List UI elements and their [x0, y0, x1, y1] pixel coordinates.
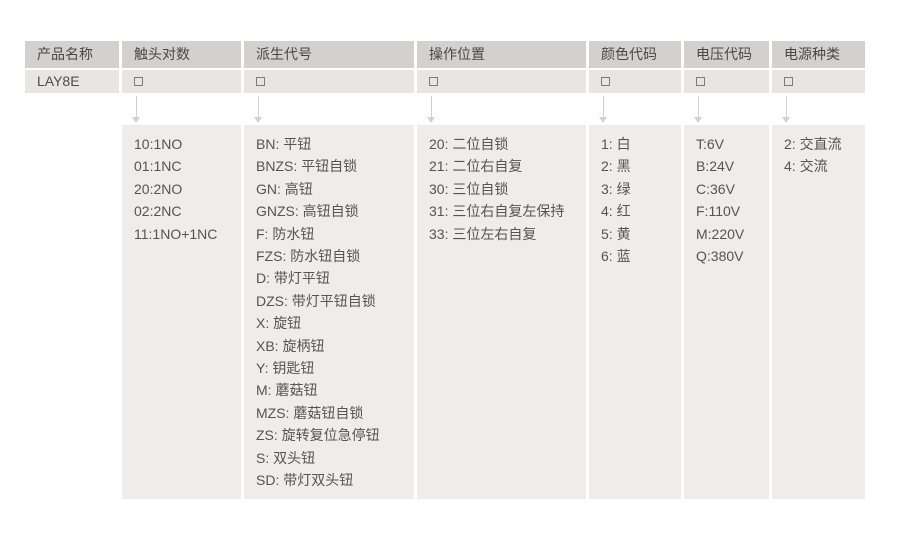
- column-header-operation-position: 操作位置: [417, 41, 586, 68]
- list-item: BN: 平钮: [256, 136, 312, 152]
- code-placeholder-cell: [589, 70, 681, 93]
- list-item: F:110V: [696, 203, 741, 220]
- options-box-derivative-code: BN: 平钮 BNZS: 平钮自锁 GN: 高钮 GNZS: 高钮自锁 F: 防水钮 FZ…: [244, 125, 414, 499]
- white-square-icon: [134, 76, 143, 86]
- column-color-code: 颜色代码 1: 白 2: 黑 3: 绿 4: 红 5: 黄 6: 蓝: [589, 0, 681, 537]
- list-item: T:6V: [696, 136, 725, 152]
- list-item: 20:2NO: [134, 180, 183, 197]
- list-item: 33: 三位左右自复: [429, 225, 537, 242]
- list-item: BNZS: 平钮自锁: [256, 158, 358, 175]
- list-item: D: 带灯平钮: [256, 270, 330, 287]
- column-derivative-code: 派生代号 BN: 平钮 BNZS: 平钮自锁 GN: 高钮 GNZS: 高钮自锁 F: …: [244, 0, 414, 537]
- list-item: GNZS: 高钮自锁: [256, 203, 359, 220]
- column-header-power-type: 电源种类: [772, 41, 865, 68]
- options-box-operation-position: 20: 二位自锁 21: 二位右自复 30: 三位自锁 31: 三位右自复左保持 33:…: [417, 125, 586, 499]
- list-item: 6: 蓝: [601, 248, 631, 265]
- list-item: 10:1NO: [134, 136, 183, 152]
- list-item: 2: 交直流: [784, 136, 842, 152]
- list-item: Q:380V: [696, 248, 744, 265]
- list-item: X: 旋钮: [256, 315, 302, 332]
- list-item: 02:2NC: [134, 203, 182, 220]
- list-item: 3: 绿: [601, 180, 631, 197]
- options-box-voltage-code: T:6V B:24V C:36V F:110V M:220V Q:380V: [684, 125, 769, 499]
- column-power-type: 电源种类 2: 交直流 4: 交流: [772, 0, 865, 537]
- list-item: S: 双头钮: [256, 449, 316, 466]
- list-item: F: 防水钮: [256, 225, 315, 242]
- list-item: XB: 旋柄钮: [256, 337, 325, 354]
- list-item: FZS: 防水钮自锁: [256, 248, 361, 265]
- white-square-icon: [784, 76, 793, 86]
- list-item: B:24V: [696, 158, 735, 175]
- list-item: 5: 黄: [601, 225, 631, 242]
- list-item: 01:1NC: [134, 158, 182, 175]
- column-product-name: 产品名称 LAY8E: [25, 0, 119, 537]
- list-item: M:220V: [696, 225, 745, 242]
- column-header-voltage-code: 电压代码: [684, 41, 769, 68]
- list-item: 4: 红: [601, 203, 631, 220]
- list-item: M: 蘑菇钮: [256, 382, 318, 399]
- options-box-contact-pairs: 10:1NO 01:1NC 20:2NO 02:2NC 11:1NO+1NC: [122, 125, 241, 499]
- down-arrow-icon: [782, 96, 791, 123]
- list-item: SD: 带灯双头钮: [256, 472, 354, 489]
- options-box-power-type: 2: 交直流 4: 交流: [772, 125, 865, 499]
- list-item: 2: 黑: [601, 158, 631, 175]
- down-arrow-icon: [427, 96, 436, 123]
- options-box-color-code: 1: 白 2: 黑 3: 绿 4: 红 5: 黄 6: 蓝: [589, 125, 681, 499]
- list-item: GN: 高钮: [256, 180, 313, 197]
- white-square-icon: [696, 76, 705, 86]
- list-item: 31: 三位右自复左保持: [429, 203, 565, 220]
- code-placeholder-cell: [244, 70, 414, 93]
- code-placeholder-cell: [122, 70, 241, 93]
- list-item: Y: 钥匙钮: [256, 360, 315, 377]
- down-arrow-icon: [599, 96, 608, 123]
- down-arrow-icon: [254, 96, 263, 123]
- column-operation-position: 操作位置 20: 二位自锁 21: 二位右自复 30: 三位自锁 31: 三位右自复左…: [417, 0, 586, 537]
- column-contact-pairs: 触头对数 10:1NO 01:1NC 20:2NO 02:2NC 11:1NO+1NC: [122, 0, 241, 537]
- list-item: DZS: 带灯平钮自锁: [256, 292, 376, 309]
- column-header-color-code: 颜色代码: [589, 41, 681, 68]
- list-item: 11:1NO+1NC: [134, 225, 218, 242]
- list-item: 30: 三位自锁: [429, 180, 509, 197]
- code-placeholder-cell: [684, 70, 769, 93]
- white-square-icon: [256, 76, 265, 86]
- code-placeholder-cell: [772, 70, 865, 93]
- column-header-contact-pairs: 触头对数: [122, 41, 241, 68]
- code-placeholder-cell: [417, 70, 586, 93]
- list-item: MZS: 蘑菇钮自锁: [256, 404, 364, 421]
- column-header-product-name: 产品名称: [25, 41, 119, 68]
- column-voltage-code: 电压代码 T:6V B:24V C:36V F:110V M:220V Q:380V: [684, 0, 769, 537]
- list-item: 20: 二位自锁: [429, 136, 509, 152]
- down-arrow-icon: [132, 96, 141, 123]
- down-arrow-icon: [694, 96, 703, 123]
- white-square-icon: [601, 76, 610, 86]
- list-item: C:36V: [696, 180, 735, 197]
- white-square-icon: [429, 76, 438, 86]
- list-item: 21: 二位右自复: [429, 158, 523, 175]
- column-header-derivative-code: 派生代号: [244, 41, 414, 68]
- list-item: ZS: 旋转复位急停钮: [256, 427, 380, 444]
- list-item: 4: 交流: [784, 158, 828, 175]
- list-item: 1: 白: [601, 136, 631, 152]
- product-name-value: LAY8E: [25, 70, 119, 93]
